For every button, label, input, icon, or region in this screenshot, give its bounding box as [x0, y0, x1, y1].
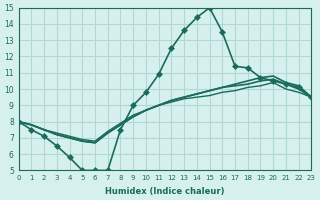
X-axis label: Humidex (Indice chaleur): Humidex (Indice chaleur) [105, 187, 225, 196]
